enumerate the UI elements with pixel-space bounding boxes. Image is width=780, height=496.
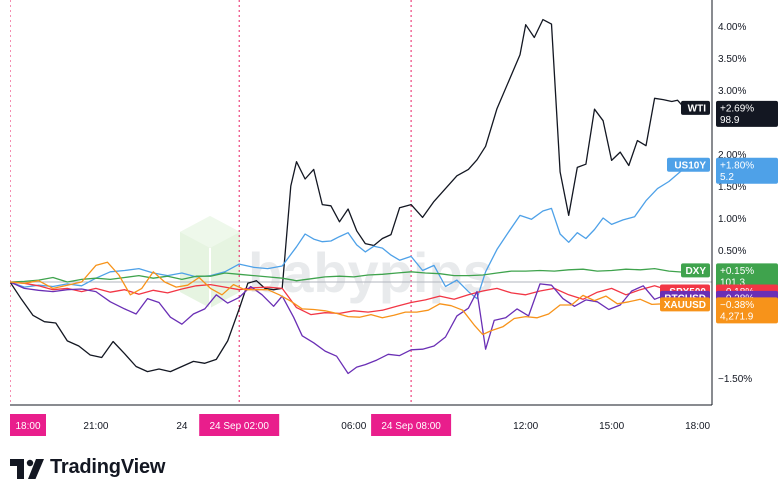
series-name: WTI (688, 103, 707, 114)
tradingview-logo-icon (10, 458, 44, 479)
series-change: +1.80% (720, 160, 754, 171)
series-line-btcusd (10, 281, 687, 375)
y-tick-label: 1.50% (718, 182, 746, 193)
x-tick-label: 12:00 (513, 421, 538, 432)
series-line-xauusd (10, 261, 687, 336)
series-name: US10Y (674, 160, 706, 171)
time-axis: 18:00 21:00 24 24 Sep 02:00 06:00 24 Sep 08:0… (10, 414, 711, 436)
series-name: XAUUSD (664, 300, 706, 311)
babypips-watermark: babypips (180, 216, 494, 308)
x-tick-highlight (371, 414, 452, 436)
x-tick-label: 06:00 (341, 421, 366, 432)
tradingview-logo[interactable]: TradingView (10, 456, 165, 479)
price-axis: 4.00% 3.50% 3.00% 2.00% 1.50% 1.00% 0.50% −1.50… (718, 22, 752, 385)
session-lines (10, 0, 412, 405)
y-tick-label: 3.00% (718, 86, 746, 97)
series-labels: WTI +2.69%98.9 US10Y +1.80%5.2 DXY +0.15%101.… (660, 100, 778, 324)
x-tick-label: 24 Sep 08:00 (381, 421, 441, 432)
series-line-spx500 (10, 281, 687, 316)
series-label-wti[interactable]: WTI +2.69%98.9 (681, 100, 778, 127)
x-tick-highlight (199, 414, 280, 436)
plot-area (10, 0, 712, 405)
series-line-us10y (10, 166, 687, 300)
series-change: −0.38% (720, 300, 754, 311)
series-name: DXY (685, 266, 706, 277)
y-tick-label: 2.00% (718, 150, 746, 161)
watermark-cube-icon (180, 216, 240, 308)
y-tick-label: −1.50% (718, 374, 752, 385)
series-last-value: 5.2 (720, 172, 734, 183)
y-tick-label: 4.00% (718, 22, 746, 33)
series-label-dxy[interactable]: DXY +0.15%101.3 (681, 263, 778, 290)
y-tick-label: 3.50% (718, 54, 746, 65)
x-tick-label: 15:00 (599, 421, 624, 432)
tradingview-logo-text: TradingView (50, 456, 166, 478)
series-line-dxy (10, 267, 687, 283)
series-name-badge (660, 297, 710, 312)
series-value-badge (716, 297, 778, 324)
x-tick-label: 18:00 (685, 421, 710, 432)
series-change: +0.15% (720, 266, 754, 277)
x-tick-label: 24 (176, 421, 188, 432)
series-last-value: 98.9 (720, 115, 740, 126)
series-name-badge (681, 263, 710, 278)
series-value-badge (716, 157, 778, 184)
series-change: +2.69% (720, 103, 754, 114)
series-name-badge (681, 100, 710, 115)
series-last-value: 4,271.9 (720, 311, 754, 322)
x-tick-label: 21:00 (83, 421, 108, 432)
series-last-value: 101.3 (720, 277, 745, 288)
y-tick-label: 0.50% (718, 246, 746, 257)
series-value-badge (716, 263, 778, 290)
series-lines (10, 18, 687, 375)
series-line-wti (10, 18, 687, 373)
y-tick-label: 1.00% (718, 214, 746, 225)
series-value-badge (716, 100, 778, 127)
x-tick-highlight (10, 414, 46, 436)
series-label-xauusd[interactable]: XAUUSD −0.38%4,271.9 (660, 297, 778, 324)
series-label-us10y[interactable]: US10Y +1.80%5.2 (667, 157, 778, 184)
watermark-text: babypips (248, 241, 494, 304)
series-name-badge (667, 157, 710, 172)
x-tick-label: 24 Sep 02:00 (209, 421, 269, 432)
x-tick-label: 18:00 (15, 421, 40, 432)
